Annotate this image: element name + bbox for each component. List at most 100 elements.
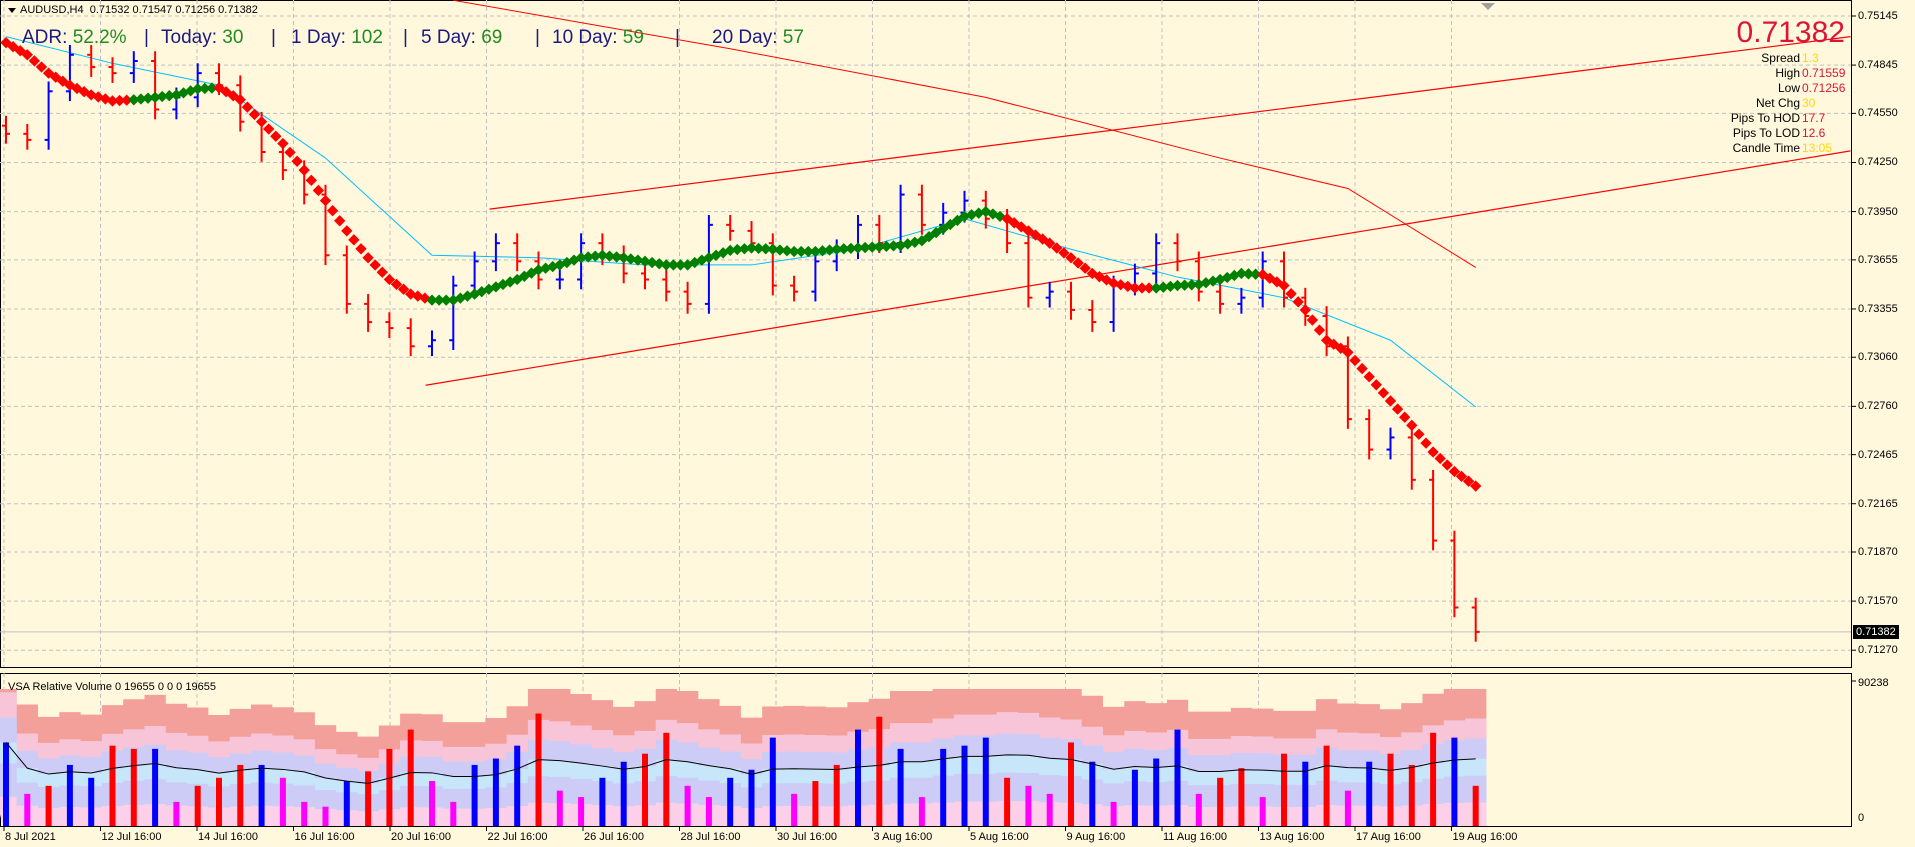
trend-ma-diamond: [312, 184, 325, 197]
trend-ma-diamond: [1186, 279, 1198, 291]
price-bar: [108, 57, 117, 83]
adr-item-label: ADR:: [22, 27, 68, 48]
volume-bar: [88, 777, 95, 826]
price-bar: [1237, 287, 1246, 314]
volume-bar: [492, 758, 499, 826]
volume-bar: [322, 806, 329, 826]
price-bar: [1386, 427, 1395, 460]
volume-bar: [109, 745, 116, 826]
adr-separator: |: [675, 27, 680, 48]
volume-bar: [66, 764, 73, 826]
trend-ma-diamond: [341, 225, 353, 237]
volume-bar: [1344, 790, 1351, 826]
price-bar: [768, 233, 777, 296]
volume-bar: [1131, 769, 1138, 826]
info-label: Spread: [1761, 51, 1800, 65]
price-bar: [1365, 409, 1374, 460]
price-bar: [1173, 233, 1182, 272]
adr-item-value: 57: [782, 27, 804, 48]
price-bar: [641, 263, 649, 290]
dropdown-triangle-icon[interactable]: [8, 7, 16, 13]
price-bar: [513, 233, 522, 272]
trend-ma-diamond: [1171, 279, 1184, 292]
volume-bar: [1238, 768, 1245, 826]
volume-bar: [1451, 737, 1458, 826]
price-tick-label: 0.72465: [1858, 448, 1898, 461]
trend-ma-diamond: [1157, 281, 1169, 293]
trend-ma-diamond: [1448, 465, 1461, 478]
price-bar: [662, 269, 671, 302]
trend-ma-diamond: [390, 278, 403, 291]
trend-ma-diamond: [305, 174, 317, 186]
shift-marker-icon: [1481, 3, 1495, 10]
trend-ma-diamond: [369, 259, 381, 271]
trend-ma-diamond: [788, 245, 800, 258]
volume-bar: [1302, 761, 1309, 826]
trend-ma-diamond: [774, 244, 786, 256]
trend-ma-diamond: [724, 244, 736, 257]
price-tick-label: 0.71870: [1858, 546, 1898, 558]
info-value: 12.6: [1802, 126, 1826, 140]
volume-bar: [237, 764, 244, 826]
adr-item-label: Today:: [161, 27, 217, 48]
main-panel-border: [0, 0, 1852, 668]
trend-ma-diamond: [1299, 304, 1311, 316]
info-label: Pips To LOD: [1732, 126, 1800, 140]
volume-bar: [535, 713, 542, 826]
price-bar: [1429, 470, 1438, 551]
adr-item: 1 Day: 102: [291, 27, 383, 49]
price-bar: [1194, 251, 1203, 302]
price-bar: [1024, 233, 1033, 308]
time-tick-label: 28 Jul 16:00: [680, 831, 741, 843]
trend-ma-diamond: [1164, 280, 1177, 293]
chart-header: AUDUSD,H4 0.71532 0.71547 0.71256 0.7138…: [8, 4, 258, 17]
trend-ma-diamond: [319, 194, 332, 207]
trend-ma-diamond: [653, 258, 665, 270]
volume-bar: [24, 793, 31, 826]
time-tick-label: 17 Aug 16:00: [1356, 831, 1421, 843]
price-bar: [129, 51, 138, 83]
trend-ma-diamond: [1399, 411, 1411, 423]
volume-average-line: [5, 742, 1476, 784]
trend-ma-diamond: [334, 215, 346, 227]
trend-ma-diamond: [781, 245, 793, 257]
price-bar: [151, 51, 160, 120]
trend-ma-diamond: [1462, 475, 1475, 487]
trend-ma-diamond: [1391, 403, 1404, 415]
price-bar: [385, 312, 394, 338]
trend-ma-diamond: [355, 243, 367, 255]
volume-bar: [343, 781, 350, 826]
trendline: [489, 36, 1851, 210]
volume-bar: [514, 745, 521, 826]
adr-item-value: 30: [222, 27, 244, 48]
trend-ma-diamond: [362, 252, 374, 264]
trend-ma-diamond: [1249, 268, 1262, 280]
time-tick-label: 20 Jul 16:00: [391, 831, 451, 843]
volume-bar: [1472, 785, 1479, 826]
volume-bar: [705, 797, 712, 826]
ohlc-values: 0.71532 0.71547 0.71256 0.71382: [89, 4, 258, 16]
trend-ma-diamond: [731, 243, 743, 256]
trend-ma-diamond: [1136, 282, 1148, 294]
volume-axis-min: 0: [1858, 812, 1865, 824]
adr-item-value: 52.2%: [72, 27, 127, 48]
trend-ma-diamond: [859, 241, 871, 254]
volume-bar: [961, 745, 968, 826]
trend-ma-diamond: [21, 49, 33, 61]
price-bar: [65, 44, 74, 102]
trend-ma-diamond: [767, 243, 779, 255]
current-price-marker: 0.71382: [1853, 625, 1899, 639]
price-bar: [364, 294, 373, 332]
trendline: [425, 150, 1851, 386]
volume-bar: [663, 732, 670, 826]
volume-bar: [833, 764, 840, 826]
trend-ma-diamond: [241, 101, 254, 113]
price-bar: [449, 275, 458, 351]
adr-separator: |: [403, 27, 408, 48]
trend-ma-diamond: [1420, 437, 1432, 449]
price-bar: [555, 269, 564, 290]
price-bar: [683, 281, 692, 314]
info-label: Candle Time: [1732, 141, 1800, 155]
volume-bar: [918, 797, 925, 826]
